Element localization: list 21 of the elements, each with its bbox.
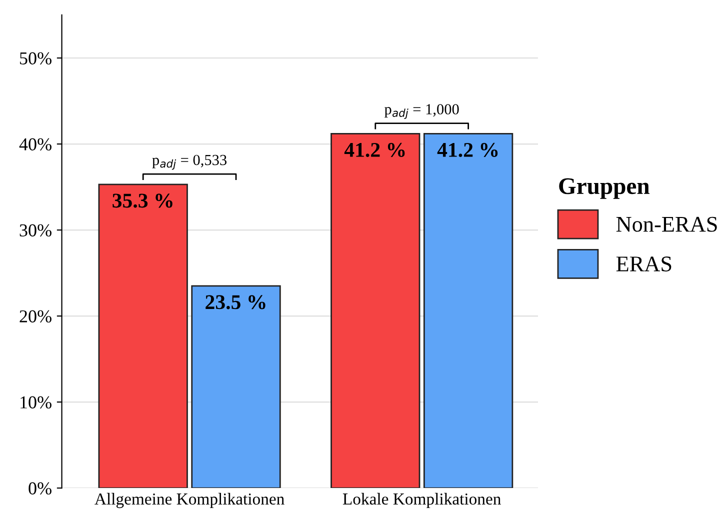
- bar: [330, 132, 420, 488]
- legend-title: Gruppen: [559, 178, 650, 199]
- data-label: 35.3 %: [112, 194, 172, 208]
- y-tick-label: 40%: [19, 138, 52, 151]
- bar: [423, 132, 514, 488]
- data-label: 41.2 %: [344, 142, 405, 158]
- y-tick-label: 50%: [20, 52, 52, 64]
- y-tick-label: 30%: [20, 224, 52, 237]
- legend-label: ERAS: [616, 256, 672, 272]
- data-label: 23.5 %: [206, 295, 266, 310]
- bar: [98, 184, 188, 488]
- y-tick-label: 0%: [28, 482, 52, 495]
- x-tick-label: Lokale Komplikationen: [342, 492, 501, 508]
- y-tick-label: 10%: [20, 396, 52, 409]
- x-tick-label: Allgemeine Komplikationen: [94, 492, 284, 508]
- bar: [191, 285, 281, 488]
- legend-label: Non-ERAS: [616, 216, 717, 232]
- y-tick-label: 20%: [20, 310, 52, 323]
- annotation: p$_{adj}$ = 0,533: [152, 154, 227, 170]
- data-label: 41.2 %: [437, 142, 498, 158]
- annotation: p$_{adj}$ = 1,000: [384, 104, 459, 119]
